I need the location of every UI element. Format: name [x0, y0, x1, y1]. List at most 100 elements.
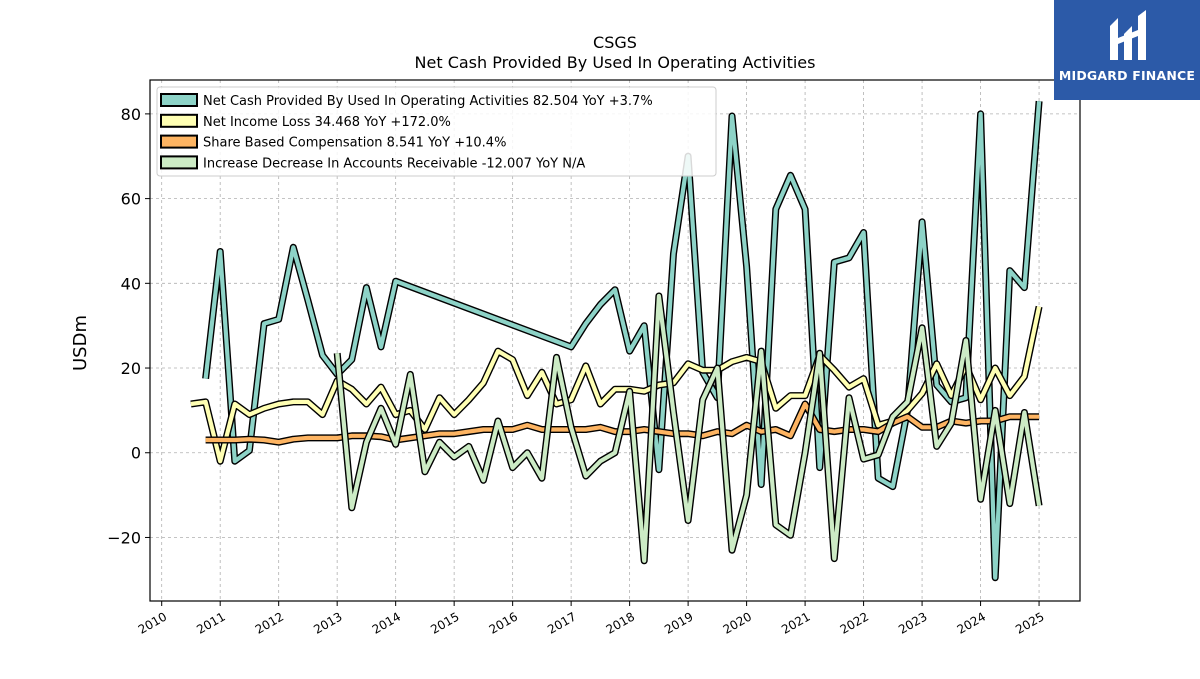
data-point: [322, 355, 323, 356]
legend-swatch: [160, 134, 198, 149]
data-point: [307, 300, 308, 301]
data-point: [497, 351, 498, 352]
data-point: [848, 257, 849, 258]
data-point: [527, 395, 528, 396]
data-point: [658, 469, 659, 470]
data-point: [922, 327, 923, 328]
data-point: [322, 437, 323, 438]
y-axis-label: USDm: [70, 315, 91, 371]
data-point: [571, 427, 572, 428]
data-point: [702, 435, 703, 436]
data-point: [805, 452, 806, 453]
data-point: [790, 435, 791, 436]
data-point: [922, 221, 923, 222]
data-point: [439, 397, 440, 398]
data-point: [731, 433, 732, 434]
y-tick-label: 40: [121, 274, 141, 293]
legend-entry: Net Income Loss 34.468 YoY +172.0%: [203, 115, 451, 130]
data-point: [395, 444, 396, 445]
data-point: [1039, 306, 1040, 307]
data-point: [673, 412, 674, 413]
data-point: [585, 323, 586, 324]
y-tick-label: 20: [121, 359, 141, 378]
plot-frame: [149, 79, 1081, 602]
data-point: [863, 232, 864, 233]
data-point: [878, 431, 879, 432]
data-point: [1009, 395, 1010, 396]
data-point: [717, 431, 718, 432]
data-point: [614, 452, 615, 453]
data-point: [497, 420, 498, 421]
data-point: [922, 427, 923, 428]
data-point: [512, 429, 513, 430]
data-point: [322, 414, 323, 415]
data-point: [410, 437, 411, 438]
legend-swatch: [160, 155, 198, 170]
y-tick-label: 80: [121, 105, 141, 124]
data-point: [410, 410, 411, 411]
data-point: [527, 425, 528, 426]
data-point: [658, 431, 659, 432]
data-point: [936, 384, 937, 385]
data-point: [907, 410, 908, 411]
data-point: [965, 397, 966, 398]
data-point: [614, 389, 615, 390]
data-point: [805, 395, 806, 396]
data-point: [644, 560, 645, 561]
data-point: [1024, 287, 1025, 288]
data-point: [600, 461, 601, 462]
data-point: [439, 442, 440, 443]
data-point: [878, 478, 879, 479]
data-point: [337, 437, 338, 438]
data-point: [731, 115, 732, 116]
data-point: [936, 363, 937, 364]
data-point: [380, 387, 381, 388]
data-point: [980, 420, 981, 421]
data-point: [863, 378, 864, 379]
data-point: [1039, 416, 1040, 417]
data-point: [819, 429, 820, 430]
data-point: [761, 484, 762, 485]
data-point: [278, 442, 279, 443]
data-point: [790, 175, 791, 176]
data-point: [834, 370, 835, 371]
data-point: [366, 442, 367, 443]
data-point: [380, 436, 381, 437]
data-point: [834, 431, 835, 432]
data-point: [731, 361, 732, 362]
logo-text: MIDGARD FINANCE: [1058, 68, 1196, 83]
data-point: [980, 399, 981, 400]
data-point: [380, 346, 381, 347]
data-point: [293, 401, 294, 402]
data-point: [1039, 101, 1040, 102]
data-point: [922, 393, 923, 394]
data-point: [205, 378, 206, 379]
data-point: [965, 340, 966, 341]
data-point: [980, 113, 981, 114]
data-point: [1039, 505, 1040, 506]
midgard-finance-logo: MIDGARD FINANCE: [1054, 0, 1200, 100]
chart-subtitle: Net Cash Provided By Used In Operating A…: [415, 53, 816, 72]
data-point: [848, 387, 849, 388]
data-point: [527, 452, 528, 453]
data-point: [878, 454, 879, 455]
series-stroke: [335, 293, 1042, 563]
data-point: [790, 395, 791, 396]
data-point: [351, 435, 352, 436]
data-point: [614, 431, 615, 432]
logo-mark-icon: [1110, 10, 1146, 60]
data-point: [848, 397, 849, 398]
data-point: [775, 209, 776, 210]
data-point: [746, 495, 747, 496]
data-point: [264, 439, 265, 440]
data-point: [351, 389, 352, 390]
data-point: [600, 403, 601, 404]
legend-box: [156, 86, 717, 177]
data-point: [220, 461, 221, 462]
data-point: [205, 439, 206, 440]
data-point: [673, 253, 674, 254]
data-point: [819, 467, 820, 468]
data-point: [424, 429, 425, 430]
